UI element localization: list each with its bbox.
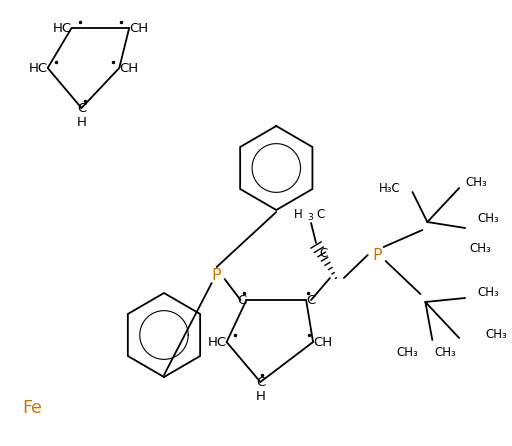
- Text: C: C: [237, 293, 246, 306]
- Text: C: C: [306, 293, 315, 306]
- Text: Fe: Fe: [22, 399, 42, 417]
- Text: H: H: [293, 208, 302, 222]
- Text: CH₃: CH₃: [469, 241, 491, 255]
- Text: CH₃: CH₃: [485, 329, 507, 342]
- Text: CH: CH: [129, 21, 148, 34]
- Text: H₃C: H₃C: [379, 182, 400, 194]
- Text: H: H: [77, 116, 87, 128]
- Text: CH₃: CH₃: [477, 286, 499, 300]
- Text: C: C: [316, 208, 324, 222]
- Text: CH₃: CH₃: [397, 346, 418, 359]
- Text: HC: HC: [207, 335, 227, 348]
- Text: CH: CH: [313, 335, 332, 348]
- Text: CH: CH: [119, 62, 138, 74]
- Text: HC: HC: [52, 21, 72, 34]
- Text: H: H: [255, 389, 265, 402]
- Text: CH₃: CH₃: [465, 177, 487, 190]
- Text: C: C: [256, 376, 265, 388]
- Text: C: C: [77, 102, 86, 115]
- Text: P: P: [212, 268, 222, 282]
- Text: CH₃: CH₃: [477, 211, 499, 224]
- Text: HC: HC: [29, 62, 48, 74]
- Text: C: C: [319, 247, 327, 260]
- Text: P: P: [373, 248, 382, 263]
- Text: 3: 3: [307, 214, 313, 223]
- Text: CH₃: CH₃: [434, 346, 456, 359]
